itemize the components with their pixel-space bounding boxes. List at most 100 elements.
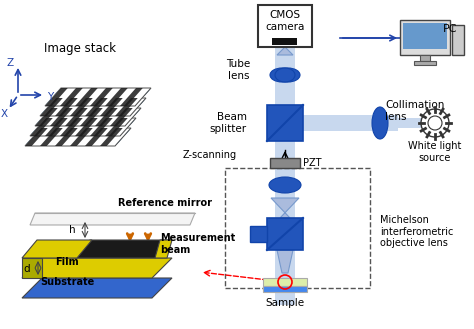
Ellipse shape xyxy=(269,177,301,193)
Polygon shape xyxy=(25,128,131,146)
Polygon shape xyxy=(45,88,151,106)
Polygon shape xyxy=(40,98,146,116)
Polygon shape xyxy=(45,88,151,106)
Polygon shape xyxy=(85,128,108,146)
Bar xyxy=(275,15,295,305)
Bar xyxy=(272,38,297,45)
Polygon shape xyxy=(25,128,48,146)
Text: PC: PC xyxy=(443,24,457,34)
Polygon shape xyxy=(22,240,92,258)
Text: Measurement
beam: Measurement beam xyxy=(160,233,235,255)
Polygon shape xyxy=(115,128,138,146)
Polygon shape xyxy=(30,213,195,225)
Polygon shape xyxy=(22,258,42,278)
Ellipse shape xyxy=(275,68,295,82)
Bar xyxy=(270,158,300,168)
Polygon shape xyxy=(35,108,141,126)
Polygon shape xyxy=(110,108,133,126)
Polygon shape xyxy=(55,98,78,116)
Polygon shape xyxy=(30,118,136,136)
Text: Substrate: Substrate xyxy=(40,277,94,287)
Polygon shape xyxy=(22,278,172,298)
Polygon shape xyxy=(60,88,83,106)
Text: h: h xyxy=(69,225,75,235)
Bar xyxy=(267,105,303,141)
Polygon shape xyxy=(30,118,136,136)
Text: PZT: PZT xyxy=(303,158,321,168)
Polygon shape xyxy=(70,128,93,146)
Polygon shape xyxy=(45,118,68,136)
Ellipse shape xyxy=(372,107,388,139)
Text: Collimation
lens: Collimation lens xyxy=(385,100,444,122)
Polygon shape xyxy=(35,108,141,126)
Polygon shape xyxy=(25,128,131,146)
Polygon shape xyxy=(40,98,146,116)
Polygon shape xyxy=(90,118,113,136)
Text: White light
source: White light source xyxy=(408,141,462,163)
Polygon shape xyxy=(25,128,131,146)
Text: Image stack: Image stack xyxy=(44,42,116,55)
Polygon shape xyxy=(130,98,153,116)
Polygon shape xyxy=(125,108,148,126)
Text: Z: Z xyxy=(7,58,14,68)
Polygon shape xyxy=(271,198,299,218)
Polygon shape xyxy=(100,98,123,116)
Bar xyxy=(263,278,307,286)
Polygon shape xyxy=(40,98,146,116)
Polygon shape xyxy=(85,98,108,116)
Polygon shape xyxy=(40,98,146,116)
Polygon shape xyxy=(105,118,128,136)
Circle shape xyxy=(421,109,449,137)
Polygon shape xyxy=(35,108,58,126)
Polygon shape xyxy=(30,118,136,136)
Polygon shape xyxy=(35,108,141,126)
Polygon shape xyxy=(35,108,141,126)
Polygon shape xyxy=(45,88,151,106)
Text: Tube
lens: Tube lens xyxy=(226,59,250,81)
Polygon shape xyxy=(105,88,128,106)
Polygon shape xyxy=(95,108,118,126)
Polygon shape xyxy=(40,98,146,116)
Ellipse shape xyxy=(270,68,294,82)
Bar xyxy=(420,55,430,61)
Polygon shape xyxy=(45,88,151,106)
Ellipse shape xyxy=(276,68,300,82)
Bar xyxy=(400,20,450,55)
Polygon shape xyxy=(90,88,113,106)
Polygon shape xyxy=(120,88,143,106)
Polygon shape xyxy=(80,108,103,126)
Polygon shape xyxy=(75,240,170,258)
Text: Y: Y xyxy=(47,92,53,102)
Polygon shape xyxy=(40,98,146,116)
Polygon shape xyxy=(45,88,151,106)
Polygon shape xyxy=(35,108,141,126)
Bar xyxy=(403,23,447,49)
Polygon shape xyxy=(135,88,158,106)
Bar xyxy=(414,61,436,65)
Polygon shape xyxy=(30,118,136,136)
Polygon shape xyxy=(100,128,123,146)
Polygon shape xyxy=(45,88,68,106)
Polygon shape xyxy=(25,128,131,146)
Polygon shape xyxy=(30,118,136,136)
Bar xyxy=(452,25,464,55)
Polygon shape xyxy=(40,98,63,116)
Bar xyxy=(250,226,267,242)
Text: Film: Film xyxy=(55,257,79,267)
Text: X: X xyxy=(0,109,8,119)
Polygon shape xyxy=(277,250,293,273)
Text: Reference mirror: Reference mirror xyxy=(118,198,212,208)
Polygon shape xyxy=(35,108,141,126)
Bar xyxy=(303,115,398,131)
Polygon shape xyxy=(70,98,93,116)
Polygon shape xyxy=(30,118,53,136)
Circle shape xyxy=(428,116,442,130)
Polygon shape xyxy=(40,98,146,116)
Polygon shape xyxy=(277,47,293,55)
Polygon shape xyxy=(30,118,136,136)
Polygon shape xyxy=(40,128,63,146)
Bar xyxy=(258,5,312,47)
Polygon shape xyxy=(50,108,73,126)
Polygon shape xyxy=(45,88,151,106)
Bar xyxy=(263,286,307,292)
